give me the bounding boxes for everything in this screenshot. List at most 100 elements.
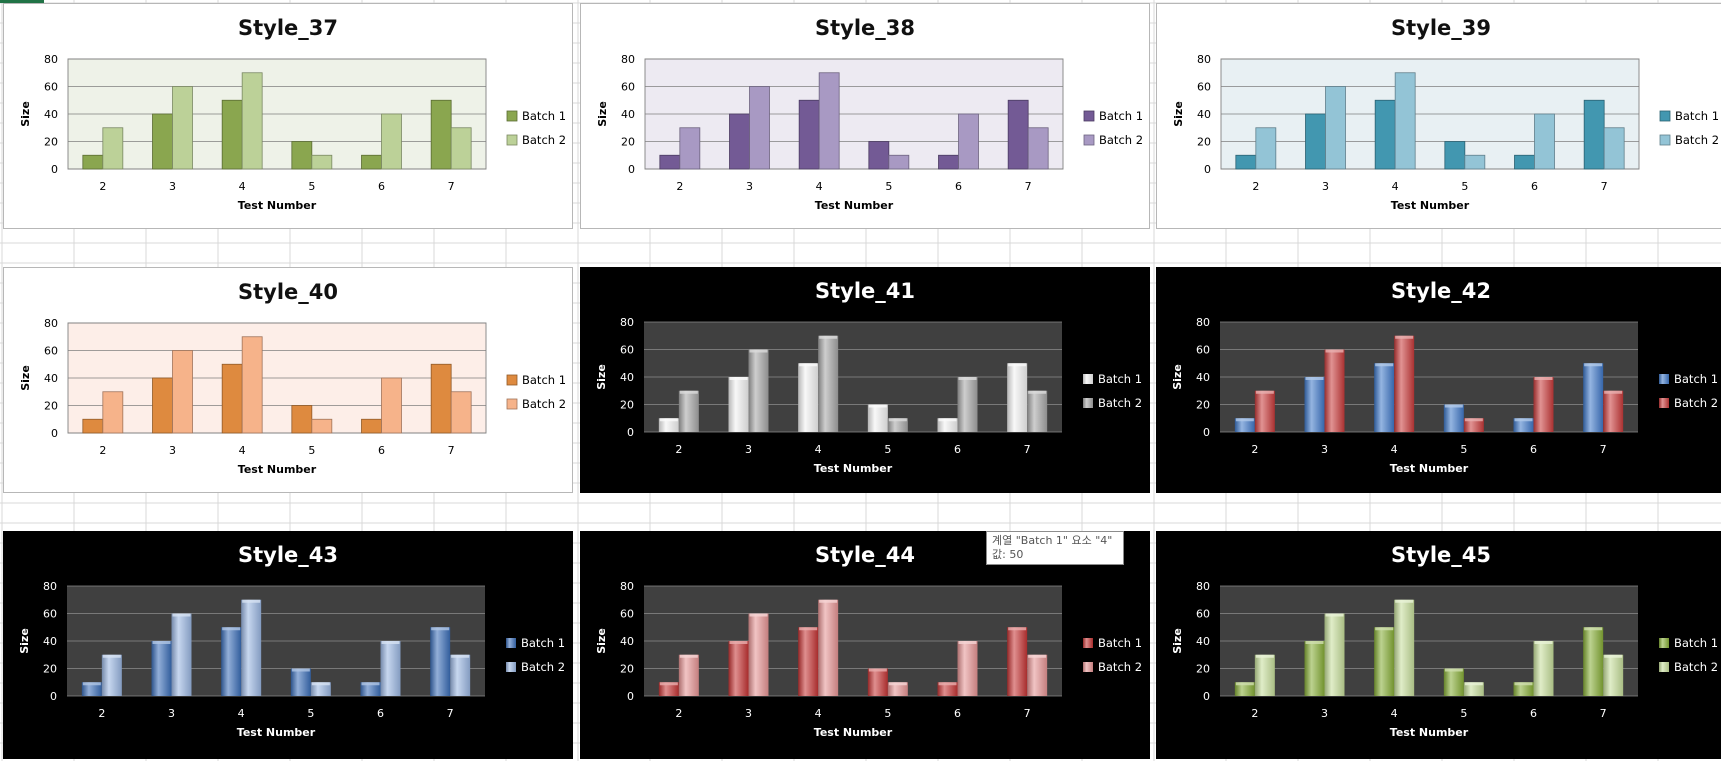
- bar-batch-1-4: [798, 99, 820, 170]
- bar-highlight: [679, 654, 698, 658]
- bar-batch-2-6: [381, 377, 402, 434]
- x-tick-label: 5: [1460, 707, 1467, 720]
- bar-batch-2-3: [171, 613, 192, 696]
- bar-batch-2-7: [1603, 127, 1625, 170]
- x-tick-label: 7: [1600, 443, 1607, 456]
- chart-style-42[interactable]: Style_42 0 20 40 60 80 2 3 4 5 6 7 Test Number Size B…: [1156, 267, 1721, 493]
- legend-label: Batch 1: [522, 373, 566, 387]
- bar-highlight: [1604, 654, 1623, 658]
- x-axis-title: Test Number: [1391, 199, 1470, 212]
- bar-batch-2-3: [172, 86, 193, 170]
- bar-batch-2-4: [1394, 72, 1416, 170]
- x-tick-label: 2: [675, 707, 682, 720]
- bar-highlight: [1325, 349, 1344, 353]
- chart-title: Style_37: [237, 16, 339, 40]
- bar-highlight: [222, 627, 241, 631]
- bar-highlight: [82, 682, 101, 686]
- y-axis-title: Size: [19, 365, 32, 391]
- x-axis-title: Test Number: [815, 199, 894, 212]
- x-tick-label: 4: [815, 707, 822, 720]
- legend-label: Batch 2: [522, 133, 566, 147]
- chart-style-37[interactable]: Style_37 0 20 40 60 80 2 3 4 5 6 7 Test Number Size B…: [3, 3, 573, 229]
- chart-plot: 0 20 40 60 80 2 3 4 5 6 7 Test Number Size Batch 1 Bat…: [1171, 580, 1718, 739]
- chart-style-40[interactable]: Style_40 0 20 40 60 80 2 3 4 5 6 7 Test Number Size B…: [3, 267, 573, 493]
- bar-highlight: [242, 599, 261, 603]
- bar-highlight: [1534, 377, 1553, 380]
- chart-style-39[interactable]: Style_39 0 20 40 60 80 2 3 4 5 6 7 Test Number Size B…: [1156, 3, 1721, 229]
- bar-batch-1-4: [221, 627, 242, 696]
- legend-swatch: [1083, 398, 1093, 408]
- bar-highlight: [868, 668, 887, 672]
- bar-batch-1-3: [1305, 113, 1326, 170]
- y-tick-label: 60: [1196, 608, 1210, 621]
- bar-batch-1-5: [290, 668, 311, 696]
- bar-batch-1-7: [1583, 627, 1604, 696]
- chart-style-41[interactable]: Style_41 0 20 40 60 80 2 3 4 5 6 7 Test Number Size B…: [580, 267, 1150, 493]
- y-tick-label: 40: [1196, 371, 1210, 384]
- bar-batch-2-6: [381, 113, 402, 170]
- bar-batch-1-2: [658, 418, 679, 432]
- bar-batch-1-7: [1583, 363, 1604, 432]
- bar-batch-1-2: [81, 682, 102, 696]
- bar-batch-2-2: [102, 127, 124, 170]
- bar-highlight: [1255, 654, 1274, 658]
- y-tick-label: 40: [44, 108, 58, 121]
- legend-label: Batch 2: [1674, 396, 1718, 410]
- bar-batch-2-7: [1027, 390, 1048, 432]
- legend-swatch: [1083, 374, 1093, 384]
- legend-label: Batch 2: [522, 397, 566, 411]
- x-tick-label: 3: [168, 707, 175, 720]
- bar-highlight: [938, 418, 957, 422]
- bar-batch-1-7: [1007, 627, 1028, 696]
- bar-batch-1-3: [1304, 377, 1325, 432]
- y-tick-label: 0: [51, 427, 58, 440]
- bar-batch-2-5: [888, 154, 910, 170]
- y-tick-label: 80: [43, 580, 57, 593]
- x-tick-label: 7: [448, 180, 455, 193]
- bar-batch-1-4: [798, 627, 819, 696]
- x-tick-label: 6: [377, 707, 384, 720]
- chart-style-38[interactable]: Style_38 0 20 40 60 80 2 3 4 5 6 7 Test Number Size B…: [580, 3, 1150, 229]
- bar-batch-2-5: [887, 682, 908, 696]
- y-tick-label: 80: [620, 580, 634, 593]
- bar-batch-2-5: [1463, 682, 1484, 696]
- chart-style-43[interactable]: Style_43 0 20 40 60 80 2 3 4 5 6 7 Test Number Size B…: [3, 531, 573, 759]
- bar-highlight: [1375, 627, 1394, 631]
- bar-highlight: [819, 599, 838, 603]
- chart-title: Style_44: [814, 543, 916, 567]
- bar-batch-2-4: [818, 599, 839, 696]
- chart-plot: 0 20 40 60 80 2 3 4 5 6 7 Test Number Size Batch 1 Bat…: [19, 317, 566, 476]
- bar-batch-1-3: [152, 377, 173, 434]
- legend-swatch: [1659, 638, 1669, 648]
- bar-highlight: [152, 641, 171, 644]
- chart-title: Style_38: [814, 16, 916, 40]
- bar-batch-2-7: [1603, 390, 1624, 432]
- bar-batch-2-3: [172, 350, 193, 434]
- bar-batch-1-7: [1583, 99, 1605, 170]
- bar-batch-1-7: [1007, 363, 1028, 432]
- selected-cell-indicator: [0, 0, 44, 3]
- x-tick-label: 4: [239, 444, 246, 457]
- y-tick-label: 0: [51, 163, 58, 176]
- chart-style-44[interactable]: Style_44 0 20 40 60 80 2 3 4 5 6 7 Test Number Size B…: [580, 531, 1150, 759]
- chart-style-45[interactable]: Style_45 0 20 40 60 80 2 3 4 5 6 7 Test Number Size B…: [1156, 531, 1721, 759]
- y-tick-label: 20: [621, 136, 635, 149]
- bar-batch-2-4: [1394, 599, 1415, 696]
- y-tick-label: 20: [44, 136, 58, 149]
- bar-batch-2-3: [748, 613, 769, 696]
- y-tick-label: 80: [621, 53, 635, 66]
- x-axis-title: Test Number: [237, 726, 316, 739]
- x-tick-label: 4: [1391, 443, 1398, 456]
- x-tick-label: 4: [815, 443, 822, 456]
- bar-batch-1-5: [867, 668, 888, 696]
- bar-highlight: [1028, 390, 1047, 394]
- bar-batch-2-6: [957, 641, 978, 696]
- bar-batch-2-6: [1533, 377, 1554, 432]
- bar-batch-2-5: [310, 682, 331, 696]
- bar-batch-1-3: [1304, 641, 1325, 696]
- bar-highlight: [1255, 390, 1274, 394]
- legend-label: Batch 2: [1098, 396, 1142, 410]
- chart-title: Style_41: [814, 279, 916, 303]
- x-tick-label: 2: [99, 180, 106, 193]
- x-tick-label: 6: [954, 443, 961, 456]
